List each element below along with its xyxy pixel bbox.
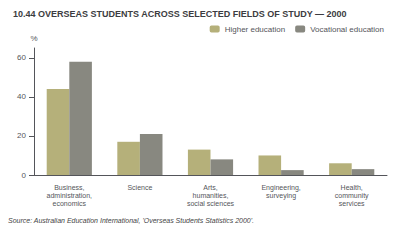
svg-text:economics: economics [53,200,87,207]
svg-text:Business,: Business, [54,184,84,191]
svg-text:community: community [335,192,369,200]
svg-text:Vocational education: Vocational education [310,25,384,34]
svg-text:40: 40 [17,92,26,101]
svg-text:Science: Science [127,184,152,191]
svg-text:Higher education: Higher education [225,25,285,34]
svg-text:0: 0 [22,171,27,180]
svg-text:surveying: surveying [266,192,296,200]
svg-text:social sciences: social sciences [187,200,235,207]
svg-text:administration,: administration, [47,192,93,199]
svg-text:Arts,: Arts, [203,184,217,191]
svg-text:10.44 OVERSEAS STUDENTS ACROSS: 10.44 OVERSEAS STUDENTS ACROSS SELECTED … [13,9,347,19]
svg-text:services: services [339,200,365,207]
svg-text:%: % [30,34,37,43]
svg-text:humanities,: humanities, [193,192,229,199]
svg-text:Source: Australian Education I: Source: Australian Education Internation… [8,217,254,224]
svg-text:Engineering,: Engineering, [261,184,300,192]
svg-text:Health,: Health, [341,184,363,191]
svg-text:20: 20 [17,131,26,140]
svg-text:60: 60 [17,53,26,62]
